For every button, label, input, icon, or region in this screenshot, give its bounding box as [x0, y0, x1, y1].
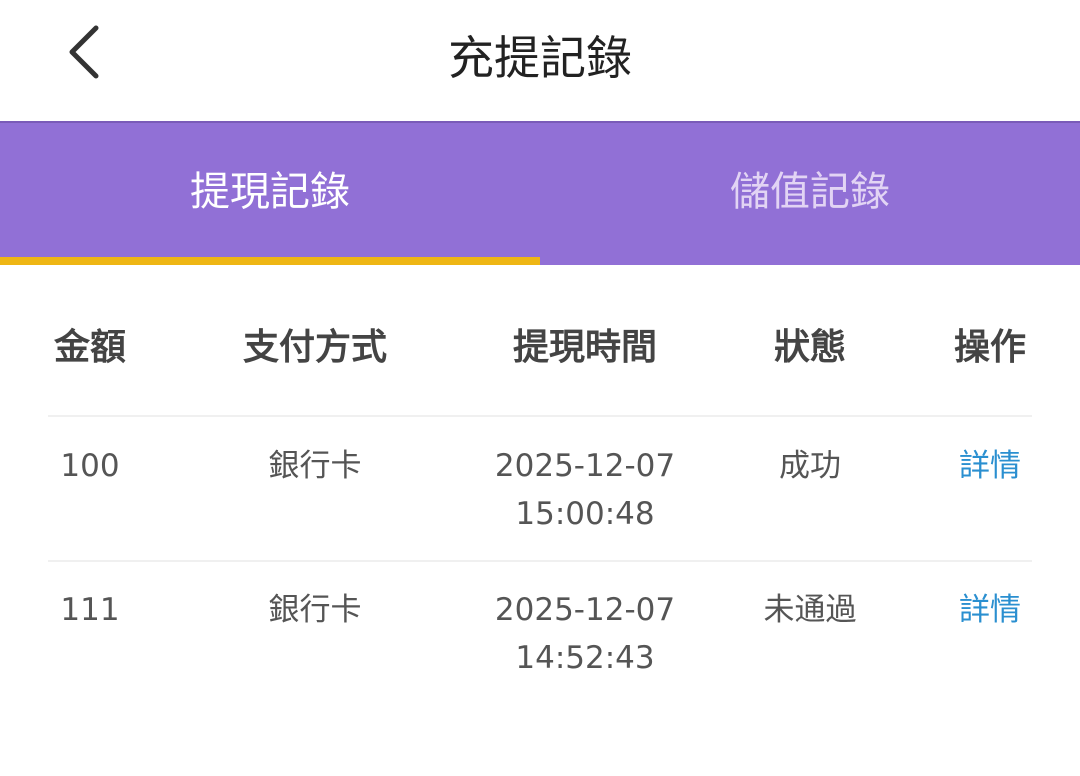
active-tab-indicator [0, 257, 540, 265]
tab-bar: 提現記錄 儲值記錄 [0, 121, 1080, 265]
method-cell: 銀行卡 [268, 592, 362, 628]
back-button[interactable] [62, 22, 112, 82]
column-header-amount: 金額 [53, 327, 127, 368]
date-cell: 2025-12-07 [494, 448, 676, 484]
amount-cell: 111 [60, 592, 120, 628]
page-title: 充提記錄 [448, 31, 632, 85]
status-cell: 成功 [779, 448, 841, 484]
divider [48, 415, 1032, 417]
divider [48, 560, 1032, 562]
details-link[interactable]: 詳情 [959, 592, 1021, 628]
method-cell: 銀行卡 [268, 448, 362, 484]
amount-cell: 100 [60, 448, 120, 484]
chevron-left-icon [69, 25, 99, 79]
column-header-status: 狀態 [773, 327, 847, 368]
time-cell: 14:52:43 [515, 640, 655, 676]
status-cell: 未通過 [763, 592, 857, 628]
column-header-action: 操作 [953, 327, 1027, 368]
date-cell: 2025-12-07 [494, 592, 676, 628]
top-bar: 充提記錄 [0, 0, 1080, 121]
column-header-method: 支付方式 [242, 327, 388, 368]
column-header-time: 提現時間 [512, 327, 658, 368]
details-link[interactable]: 詳情 [959, 448, 1021, 484]
tab-deposit-records[interactable]: 儲值記錄 [730, 169, 890, 215]
tab-withdrawal-records[interactable]: 提現記錄 [190, 169, 350, 215]
time-cell: 15:00:48 [515, 496, 655, 532]
